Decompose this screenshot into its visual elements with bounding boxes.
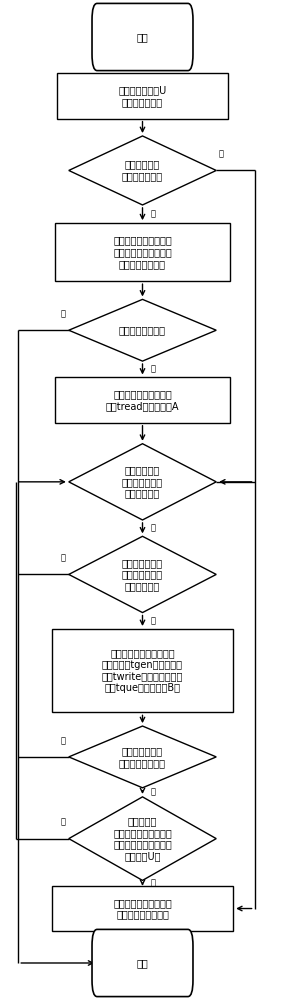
Text: 是: 是: [151, 210, 156, 219]
Bar: [55, 377, 230, 423]
Text: 否: 否: [61, 309, 66, 318]
Bar: [57, 73, 228, 119]
Bar: [55, 223, 230, 281]
Text: 该请求为读请求？: 该请求为读请求？: [119, 325, 166, 335]
Polygon shape: [69, 797, 216, 880]
Text: 否: 否: [151, 788, 156, 797]
Bar: [52, 629, 233, 712]
Text: 读请求和写请求
是否存在相关性？: 读请求和写请求 是否存在相关性？: [119, 746, 166, 768]
Text: 预取队列中该读
请求的前一个请
求是写请求？: 预取队列中该读 请求的前一个请 求是写请求？: [122, 558, 163, 591]
Text: 否: 否: [151, 879, 156, 888]
Text: 是: 是: [151, 365, 156, 374]
Text: 在预取队列中将读请求
移动到写请求的前面: 在预取队列中将读请求 移动到写请求的前面: [113, 898, 172, 919]
Text: 是: 是: [61, 818, 66, 827]
Polygon shape: [69, 726, 216, 788]
Polygon shape: [69, 444, 216, 520]
FancyBboxPatch shape: [92, 3, 193, 71]
Polygon shape: [69, 299, 216, 361]
Polygon shape: [69, 136, 216, 205]
Text: 设置写延时上限U
并创建预取队列: 设置写延时上限U 并创建预取队列: [118, 85, 167, 107]
FancyBboxPatch shape: [92, 929, 193, 997]
Text: 获取执行该读请求所需
时间tread及目标地址A: 获取执行该读请求所需 时间tread及目标地址A: [106, 389, 179, 411]
Polygon shape: [69, 536, 216, 613]
Text: 是: 是: [61, 736, 66, 745]
Text: 接收来自上层文件系统
的请求，并将该请求顺
序放入预取队列中: 接收来自上层文件系统 的请求，并将该请求顺 序放入预取队列中: [113, 236, 172, 269]
Text: 是否需要处理
队列中的请求？: 是否需要处理 队列中的请求？: [122, 160, 163, 181]
Text: 是: 是: [151, 524, 156, 533]
Text: 否: 否: [219, 150, 224, 159]
Text: 是: 是: [151, 616, 156, 625]
Text: 获取该写请求的相关信息
（产生时间tgen，执行所需
时间twrite，还需排队等待
时间tque，目标地址B）: 获取该写请求的相关信息 （产生时间tgen，执行所需 时间twrite，还需排队…: [102, 648, 183, 693]
Text: 否: 否: [61, 554, 66, 563]
Text: 结束: 结束: [137, 958, 148, 968]
Text: 若在预取队
列中将读请求移到写请
求之前，写请求的延时
是否超过U？: 若在预取队 列中将读请求移到写请 求之前，写请求的延时 是否超过U？: [113, 816, 172, 861]
Text: 预取队列中该
读请求前面是否
存在有请求？: 预取队列中该 读请求前面是否 存在有请求？: [122, 465, 163, 498]
Bar: [52, 886, 233, 931]
Text: 开始: 开始: [137, 32, 148, 42]
